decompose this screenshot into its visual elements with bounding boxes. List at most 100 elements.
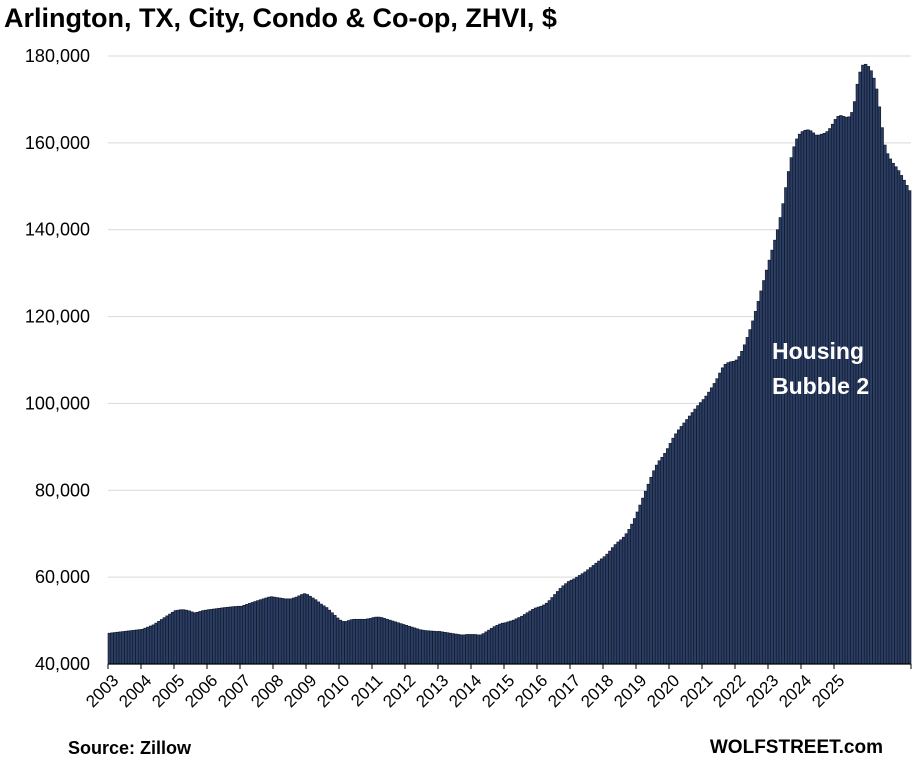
bar <box>522 614 527 665</box>
bar <box>764 269 769 665</box>
bar <box>566 581 571 665</box>
bar <box>473 634 477 665</box>
bar <box>187 610 191 665</box>
bar <box>759 290 763 665</box>
bar <box>665 448 670 665</box>
bar <box>382 618 387 665</box>
bar <box>715 378 719 665</box>
bar <box>313 599 318 665</box>
bar <box>203 609 208 665</box>
bar <box>467 634 472 665</box>
bar <box>627 529 631 665</box>
bar <box>654 464 659 665</box>
bar <box>784 187 788 665</box>
bar <box>676 429 681 665</box>
bar <box>624 533 629 665</box>
bar <box>448 632 453 665</box>
x-tick-label: 2009 <box>280 671 320 711</box>
bar <box>569 579 574 665</box>
bar <box>789 157 794 665</box>
bar <box>286 598 290 665</box>
bar <box>709 387 714 665</box>
bar <box>236 605 241 665</box>
bar <box>245 604 249 665</box>
bar <box>344 621 348 665</box>
bar <box>192 612 197 665</box>
bar <box>586 569 590 665</box>
bar <box>165 615 169 665</box>
bar <box>355 618 359 665</box>
x-tick-label: 2013 <box>412 671 452 711</box>
y-tick-label: 120,000 <box>25 307 90 327</box>
bar <box>366 618 370 665</box>
bar <box>740 351 744 665</box>
y-tick-label: 140,000 <box>25 220 90 240</box>
bar <box>462 634 466 665</box>
bar <box>795 138 799 665</box>
bar <box>583 571 587 665</box>
x-axis-ticks: 2003200420052006200720082009201020112012… <box>82 664 912 711</box>
bar <box>121 631 125 665</box>
bar <box>223 607 227 665</box>
bar <box>352 618 356 665</box>
bar <box>619 539 623 665</box>
x-tick-label: 2017 <box>544 671 584 711</box>
bar <box>407 625 411 665</box>
bar <box>874 88 879 665</box>
bar <box>454 633 458 665</box>
bar <box>190 611 194 665</box>
bar <box>638 504 642 665</box>
bar <box>731 360 736 665</box>
bar <box>698 402 703 665</box>
bar <box>401 624 406 665</box>
bar <box>605 553 609 665</box>
bar <box>212 608 216 665</box>
bar <box>555 591 560 665</box>
bar <box>209 609 213 665</box>
gridlines <box>108 55 911 578</box>
bar <box>278 597 282 665</box>
bar <box>289 598 293 665</box>
bar <box>305 594 310 665</box>
bar <box>443 631 447 665</box>
bar <box>434 631 439 665</box>
bar <box>564 583 568 665</box>
bar <box>297 595 301 665</box>
bar <box>894 166 898 665</box>
x-tick-label: 2004 <box>115 671 155 711</box>
bar <box>687 415 692 665</box>
bar <box>445 632 450 665</box>
bar <box>404 625 409 665</box>
bar <box>283 598 288 665</box>
bar <box>690 412 695 665</box>
bar <box>432 630 436 665</box>
bar <box>671 437 675 665</box>
site-label: WOLFSTREET.com <box>709 737 883 758</box>
bar <box>679 426 684 665</box>
x-tick-label: 2008 <box>247 671 287 711</box>
bar <box>132 629 136 665</box>
bar <box>712 383 717 665</box>
bar <box>819 133 824 665</box>
bar <box>767 259 772 665</box>
bar <box>539 605 543 665</box>
bar <box>753 311 758 665</box>
bar <box>544 602 549 665</box>
bar <box>591 565 596 665</box>
bar <box>726 362 730 665</box>
bar <box>154 622 158 665</box>
bar <box>498 623 502 665</box>
bar <box>786 171 791 665</box>
bar <box>720 367 725 665</box>
y-axis-ticks: 40,000 60,000 80,000 100,000 120,000 140,000 1… <box>25 46 90 674</box>
bar <box>905 185 909 665</box>
bar <box>646 483 651 665</box>
bar <box>685 419 689 665</box>
bar <box>781 203 785 665</box>
bar <box>451 633 455 665</box>
bar <box>176 609 180 665</box>
bar <box>883 144 887 665</box>
bar <box>693 408 697 665</box>
bar <box>597 560 601 665</box>
